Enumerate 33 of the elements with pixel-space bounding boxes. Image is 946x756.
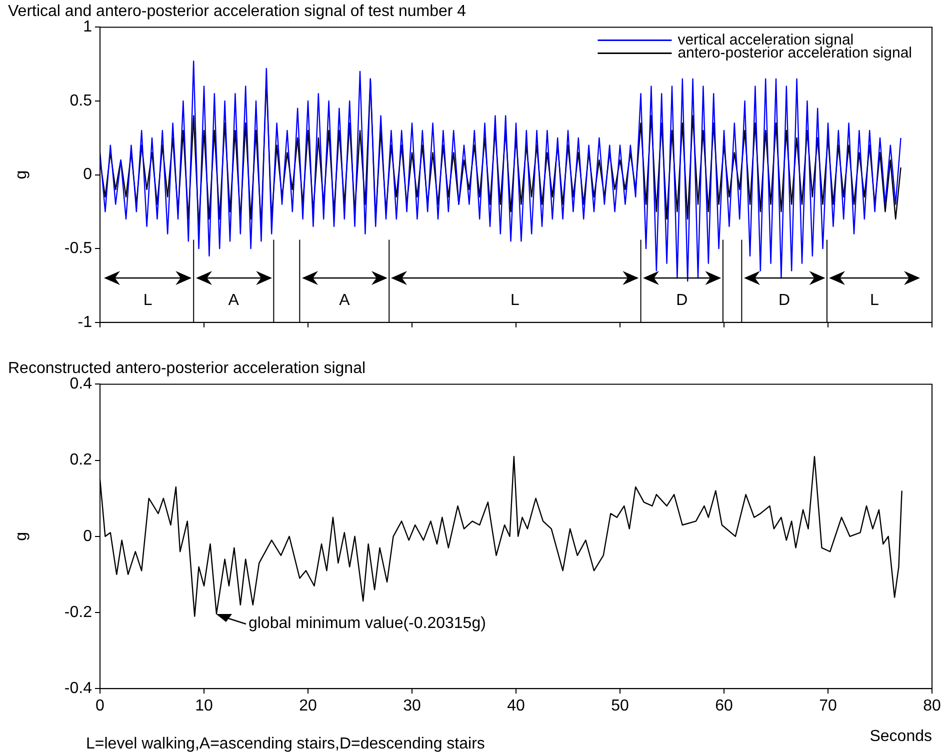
y-tick-label: -0.5	[64, 240, 92, 258]
x-tick-label: 70	[819, 698, 837, 715]
x-axis-title: Seconds	[870, 728, 932, 745]
x-tick-label: 50	[611, 698, 629, 715]
y-tick-label: 1	[83, 18, 92, 36]
chart-title: Reconstructed antero-posterior acceleration signal	[8, 360, 366, 378]
x-tick-label: 0	[96, 698, 105, 715]
text: L=level walking,A=ascending stairs,D=descending stairs	[86, 735, 485, 752]
x-tick-label: 30	[403, 698, 421, 715]
y-tick-label: 0	[83, 166, 92, 184]
x-tick-label: 10	[195, 698, 213, 715]
x-tick-label: 20	[299, 698, 317, 715]
x-tick-label: 60	[715, 698, 733, 715]
y-tick-label: 0.5	[70, 92, 92, 110]
y-axis-title: g	[13, 170, 30, 180]
x-tick-label: 40	[507, 698, 525, 715]
annotation: D	[676, 292, 688, 309]
y-tick-label: 0	[83, 528, 92, 545]
annotation: global minimum value(-0.20315g)	[248, 615, 486, 632]
annotation: D	[778, 292, 790, 309]
annotation: A	[339, 292, 350, 309]
y-tick-label: 0.4	[70, 376, 92, 393]
annotation: L	[870, 292, 880, 309]
y-axis-title: g	[13, 532, 30, 541]
annotation: A	[228, 292, 240, 309]
y-tick-label: 0.2	[70, 452, 92, 469]
y-tick-label: -0.4	[64, 680, 92, 698]
y-tick-label: -0.2	[64, 604, 92, 621]
chart-title: Vertical and antero-posterior acceleration signal of test number 4	[8, 3, 466, 20]
annotation: L	[510, 292, 520, 309]
y-tick-label: -1	[78, 314, 92, 331]
x-tick-label: 80	[923, 698, 941, 715]
annotation: L	[143, 292, 152, 309]
